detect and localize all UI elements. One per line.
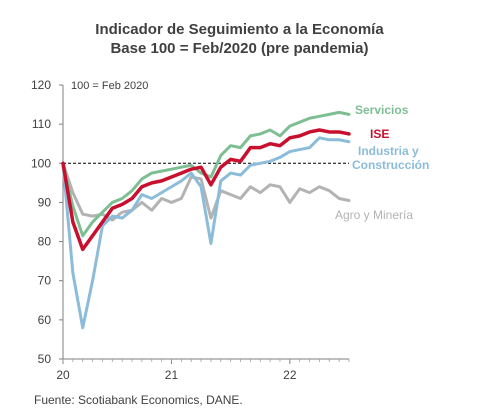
- source-note: Fuente: Scotiabank Economics, DANE.: [34, 393, 243, 407]
- series-label-industria-y-construcción: Industria y Construcción: [352, 144, 429, 172]
- series-label-agro-y-minería: Agro y Minería: [335, 208, 413, 222]
- chart-subtitle: Base 100 = Feb/2020 (pre pandemia): [110, 40, 369, 57]
- axes: 50 60 70 80 90 100 110 120 20 21 22 100 = Feb 2020: [31, 78, 350, 382]
- series-line-industria-y-construcción: [61, 136, 351, 330]
- x-tick-label: 20: [56, 368, 70, 382]
- y-tick-label: 100: [31, 156, 51, 170]
- series-label-servicios: Servicios: [355, 103, 409, 117]
- series-line-ise: [61, 128, 351, 252]
- x-tick-label: 21: [165, 368, 179, 382]
- series-lines: [61, 110, 351, 330]
- y-tick-label: 110: [32, 117, 51, 131]
- chart-title: Indicador de Seguimiento a la Economía: [95, 21, 384, 38]
- series-label-ise: ISE: [370, 127, 389, 141]
- series-label-line: Industria y: [358, 144, 419, 158]
- y-tick-label: 80: [38, 235, 52, 249]
- series-label-line: Construcción: [352, 158, 429, 172]
- y-tick-label: 90: [38, 195, 52, 209]
- series-labels: Servicios ISE Industria y Construcción Agro …: [335, 103, 429, 222]
- annotation-base: 100 = Feb 2020: [71, 80, 148, 92]
- y-tick-label: 60: [38, 313, 52, 327]
- y-tick-label: 70: [38, 274, 52, 288]
- y-tick-label: 50: [38, 352, 52, 366]
- chart-title-block: Indicador de Seguimiento a la Economía B…: [0, 20, 479, 58]
- y-tick-label: 120: [31, 78, 51, 92]
- x-tick-label: 22: [283, 368, 297, 382]
